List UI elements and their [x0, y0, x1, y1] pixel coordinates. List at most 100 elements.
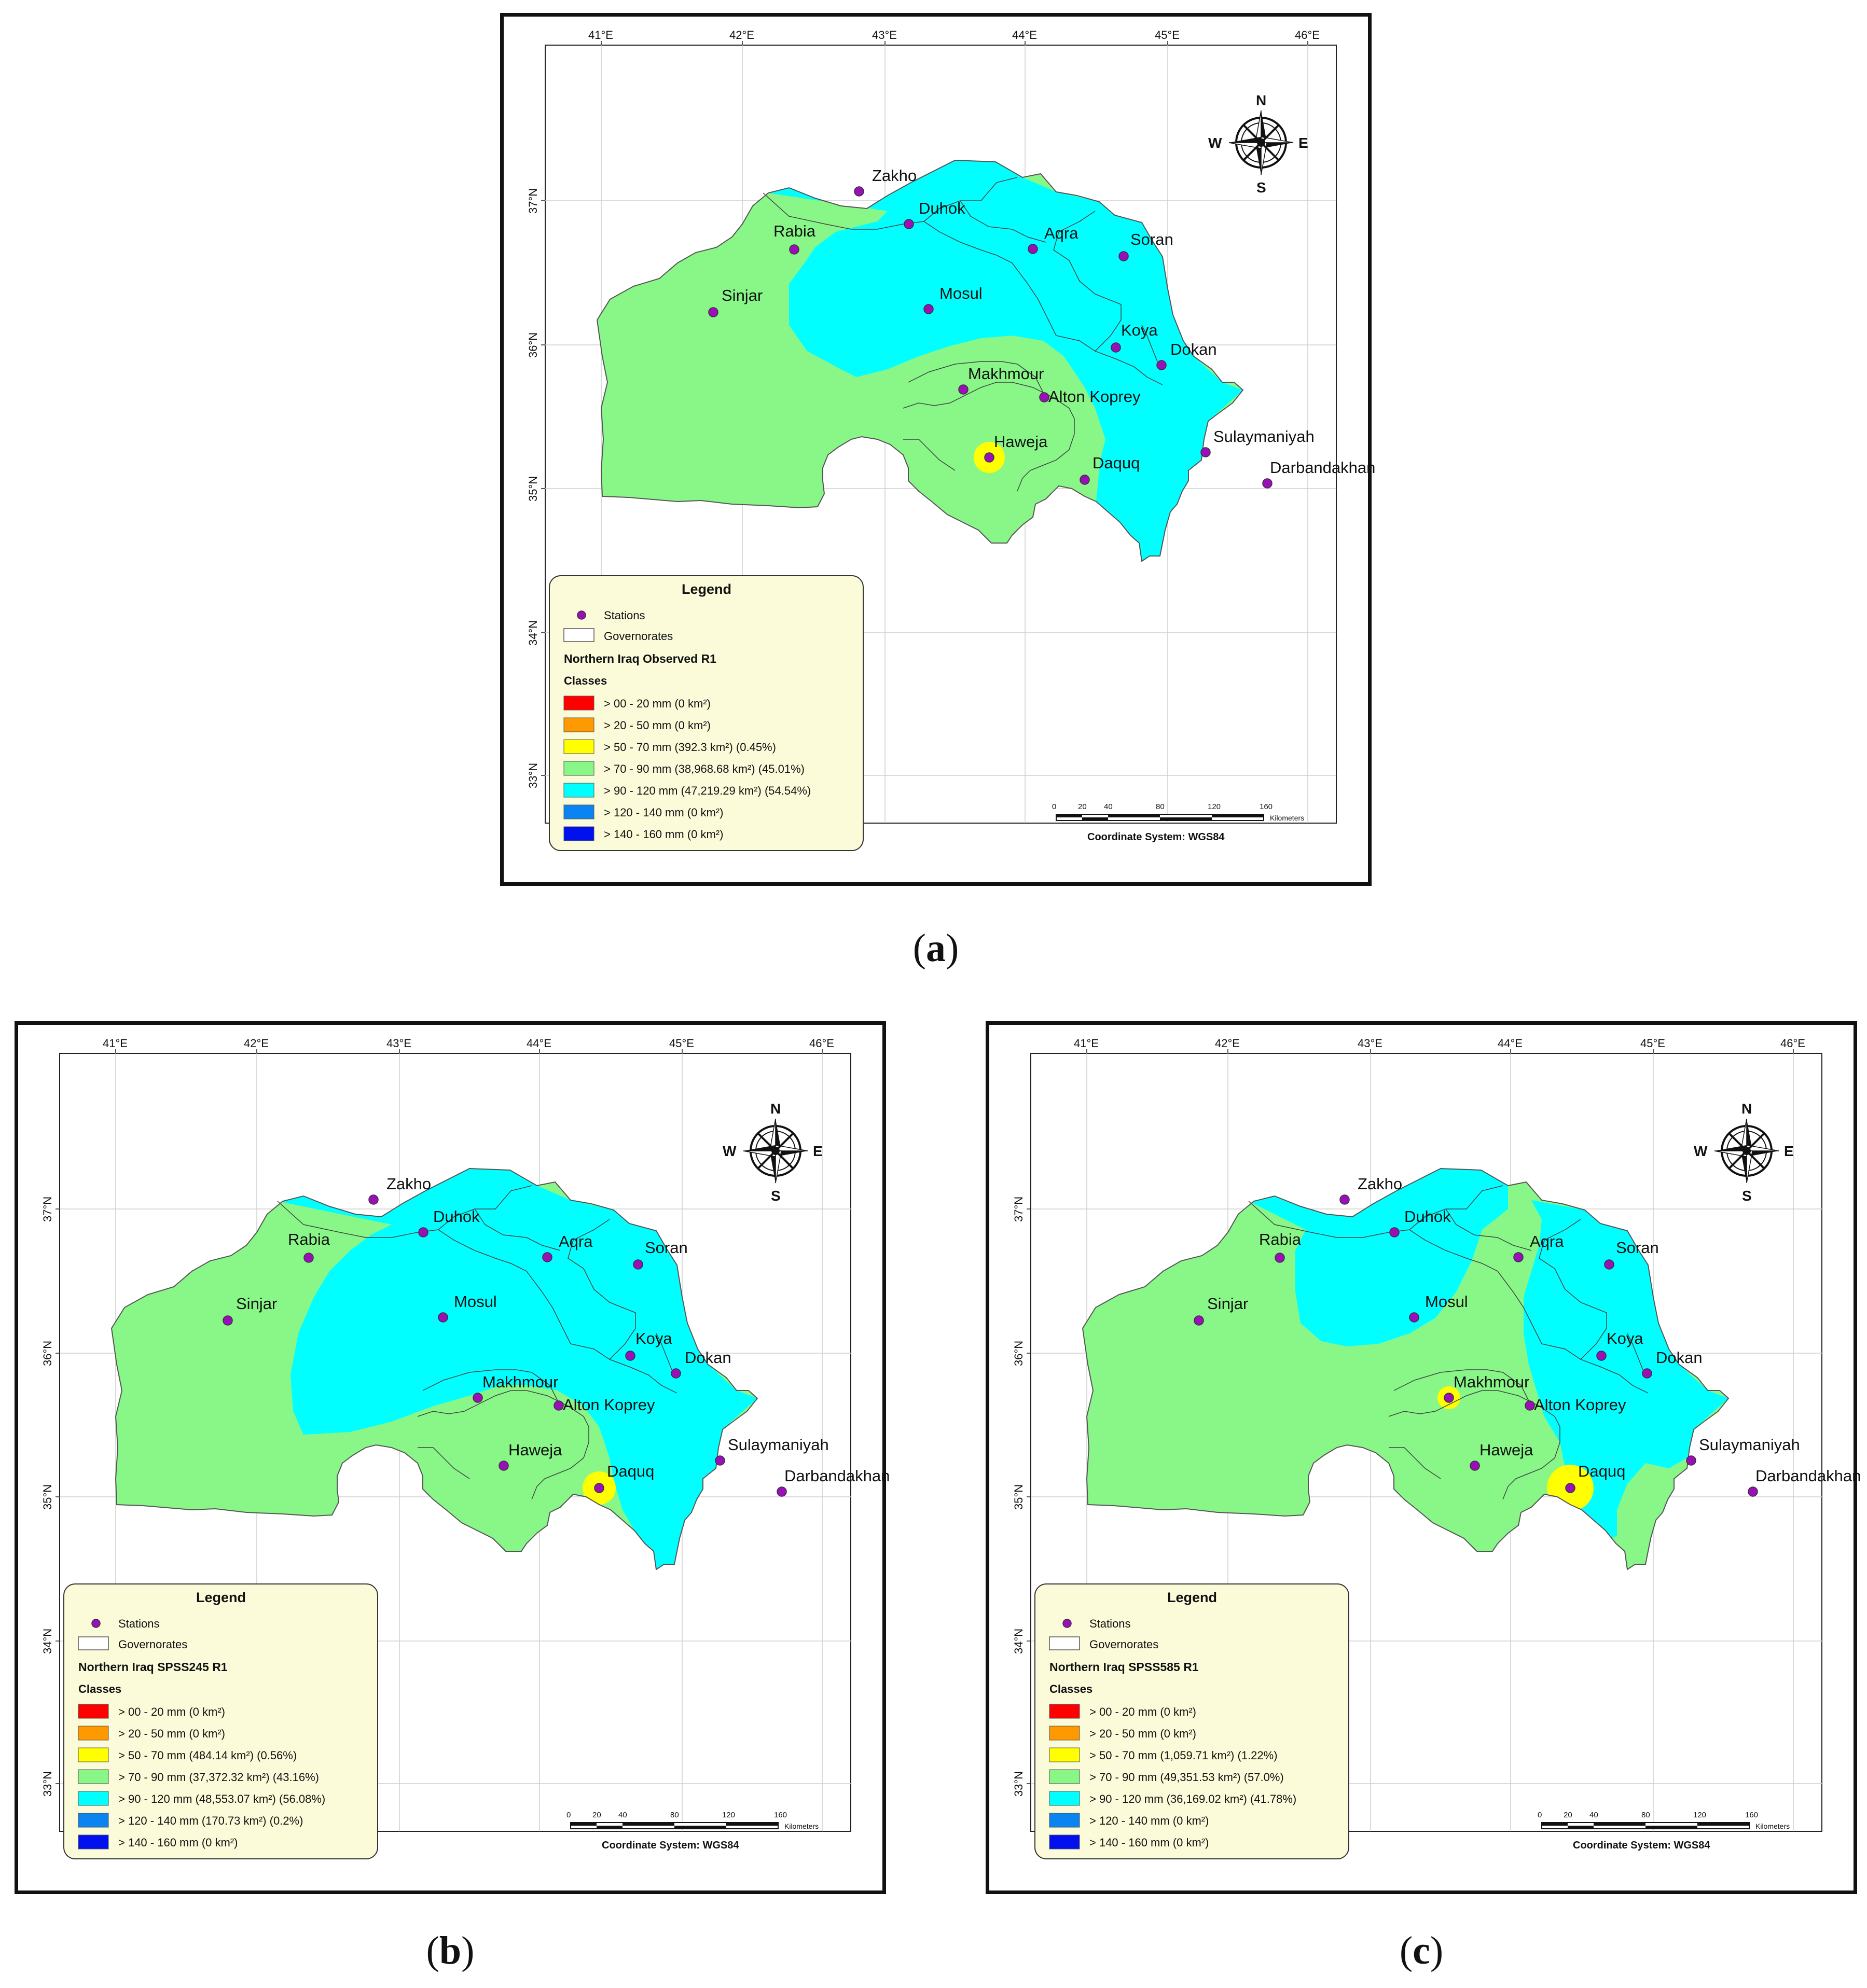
lon-label: 41°E: [103, 1037, 128, 1050]
lon-label: 43°E: [1358, 1037, 1382, 1050]
station-marker: [303, 1253, 314, 1263]
governorate-line: [1539, 1219, 1607, 1360]
governorate-line: [903, 439, 956, 471]
station-marker: [223, 1315, 233, 1326]
station-label: Rabia: [288, 1230, 330, 1248]
scale-bar-segment: [1108, 814, 1160, 817]
station-label: Sulaymaniyah: [1699, 1436, 1800, 1454]
station-marker: [1194, 1315, 1204, 1326]
compass-s: S: [1256, 179, 1266, 196]
station-marker: [1604, 1259, 1614, 1270]
governorate-line: [422, 1369, 558, 1401]
scale-bar-segment: [674, 1826, 726, 1829]
compass-w: W: [723, 1143, 737, 1159]
compass-e: E: [813, 1143, 823, 1159]
lon-label: 45°E: [669, 1037, 694, 1050]
legend-class-label: > 70 - 90 mm (49,351.53 km²) (57.0%): [1089, 1771, 1284, 1784]
legend-class-label: > 50 - 70 mm (392.3 km²) (0.45%): [604, 741, 776, 754]
legend-class-label: > 20 - 50 mm (0 km²): [118, 1727, 225, 1740]
lon-label: 44°E: [1498, 1037, 1523, 1050]
station-label: Sulaymaniyah: [728, 1436, 829, 1454]
legend-station-marker: [577, 610, 586, 620]
compass-n: N: [1256, 92, 1266, 108]
lat-label: 34°N: [1012, 1629, 1025, 1654]
legend-class-swatch: [1049, 1704, 1080, 1719]
lon-label: 45°E: [1640, 1037, 1665, 1050]
legend-stations-label: Stations: [604, 609, 645, 622]
station-marker: [1525, 1400, 1535, 1411]
station-marker: [499, 1461, 509, 1471]
governorate-line: [656, 1333, 672, 1370]
station-label: Zakho: [1358, 1175, 1402, 1193]
legend: Legend Stations Governorates Northern Iraq …: [63, 1583, 378, 1859]
map-a: 41°E 42°E 43°E 44°E 45°E 46°E 37°N 36°N 35°N 34°N…: [527, 29, 1375, 851]
scale-tick-label: 40: [1104, 802, 1113, 811]
governorate-line: [923, 221, 1163, 385]
legend-class-label: > 120 - 140 mm (0 km²): [1089, 1814, 1209, 1827]
scale-bar-segment: [1568, 1826, 1594, 1829]
station-label: Dokan: [1170, 340, 1217, 358]
station-marker: [1118, 251, 1129, 261]
coordinate-system-label: Coordinate System: WGS84: [602, 1840, 739, 1851]
legend-governorate-swatch: [78, 1636, 109, 1650]
legend-governorates-label: Governorates: [1089, 1638, 1158, 1651]
station-label: Koya: [1607, 1329, 1643, 1347]
lon-label: 44°E: [527, 1037, 551, 1050]
map-panel-c: 41°E 42°E 43°E 44°E 45°E 46°E 37°N 36°N 35°N 34°N…: [986, 1021, 1861, 1894]
map-c: 41°E 42°E 43°E 44°E 45°E 46°E 37°N 36°N 35°N 34°N…: [1012, 1037, 1861, 1859]
station-marker: [1080, 475, 1090, 485]
lon-label: 41°E: [1074, 1037, 1099, 1050]
compass-w: W: [1208, 135, 1222, 151]
station-label: Soran: [1616, 1239, 1659, 1257]
legend-class-label: > 90 - 120 mm (36,169.02 km²) (41.78%): [1089, 1792, 1296, 1805]
station-label: Sinjar: [1207, 1295, 1248, 1313]
compass-point: [1740, 1151, 1747, 1183]
legend-class-label: > 140 - 160 mm (0 km²): [118, 1836, 238, 1849]
lat-label: 37°N: [41, 1197, 54, 1222]
station-marker: [542, 1252, 552, 1262]
station-marker: [1339, 1194, 1350, 1205]
station-marker: [1470, 1461, 1480, 1471]
compass-diagonal: [1260, 142, 1280, 161]
governorate-line: [903, 382, 1075, 492]
scale-tick-label: 20: [1078, 802, 1087, 811]
station-label: Alton Koprey: [1534, 1396, 1626, 1414]
compass-point: [776, 1119, 782, 1151]
compass-n: N: [1741, 1101, 1752, 1117]
legend-class-swatch: [1049, 1791, 1080, 1806]
compass-center: [1257, 138, 1265, 147]
station-marker: [923, 304, 934, 314]
station-label: Duhok: [433, 1207, 480, 1226]
legend-class-label: > 20 - 50 mm (0 km²): [604, 719, 711, 732]
region-outline: [596, 159, 1244, 562]
legend-class-swatch: [78, 1791, 109, 1806]
scale-tick-label: 120: [722, 1811, 735, 1819]
legend-class-swatch: [78, 1726, 109, 1741]
compass-point: [769, 1151, 776, 1183]
region-outline: [110, 1167, 758, 1570]
station-label: Soran: [645, 1239, 688, 1257]
legend-box: [549, 575, 864, 851]
station-label: Soran: [1130, 230, 1173, 248]
legend-class-swatch: [563, 761, 594, 776]
legend-class-label: > 70 - 90 mm (37,372.32 km²) (43.16%): [118, 1771, 319, 1784]
scale-unit-label: Kilometers: [1755, 1822, 1790, 1830]
scale-tick-label: 20: [1564, 1811, 1572, 1819]
legend-class-label: > 50 - 70 mm (1,059.71 km²) (1.22%): [1089, 1749, 1278, 1762]
scale-bar-segment: [1056, 814, 1082, 817]
scale-tick-label: 40: [618, 1811, 627, 1819]
station-label: Alton Koprey: [563, 1396, 655, 1414]
compass-center: [771, 1147, 780, 1155]
legend-title: Legend: [196, 1590, 246, 1605]
station-label: Sinjar: [722, 286, 763, 304]
legend-class-label: > 90 - 120 mm (48,553.07 km²) (56.08%): [118, 1792, 325, 1805]
lat-label: 34°N: [527, 620, 540, 646]
compass-e: E: [1784, 1143, 1794, 1159]
legend-class-swatch: [563, 826, 594, 841]
legend-title: Legend: [1167, 1590, 1217, 1605]
lat-label: 33°N: [1012, 1771, 1025, 1797]
legend-class-swatch: [1049, 1834, 1080, 1850]
legend-class-label: > 00 - 20 mm (0 km²): [604, 697, 711, 710]
compass-diagonal: [775, 1132, 794, 1152]
governorate-line: [1141, 325, 1158, 362]
